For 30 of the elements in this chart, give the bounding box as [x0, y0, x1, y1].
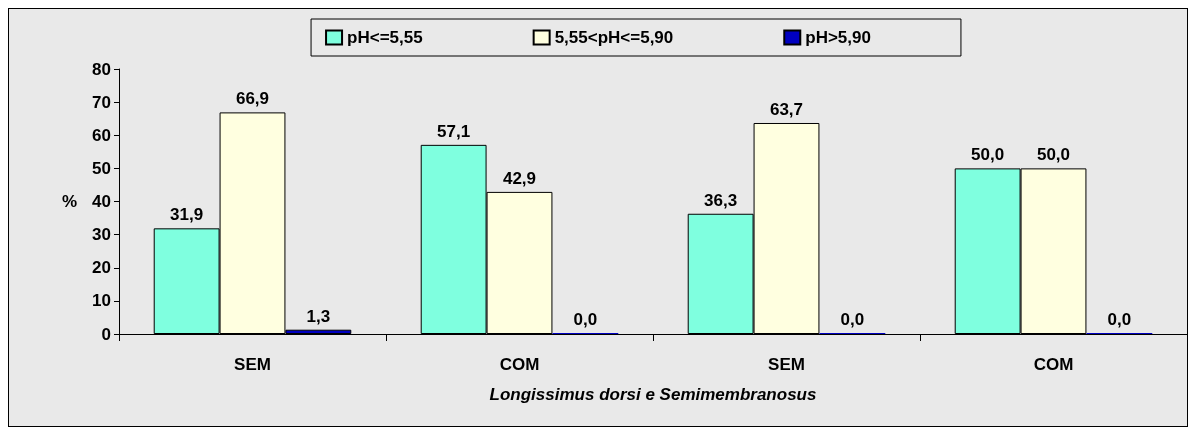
y-tick-label: 80: [92, 59, 111, 79]
data-label: 1,3: [306, 306, 331, 326]
x-tick-label: SEM: [234, 355, 271, 374]
legend-label: pH>5,90: [805, 28, 871, 47]
data-label: 0,0: [1107, 310, 1132, 329]
x-tick-label: COM: [499, 355, 540, 374]
data-label: 31,9: [170, 205, 204, 225]
y-tick-label: 40: [92, 192, 111, 211]
y-tick-label: 60: [92, 125, 111, 145]
y-tick-label: 30: [92, 225, 111, 245]
data-label: 63,7: [769, 99, 804, 119]
legend-label: pH<=5,55: [347, 28, 423, 47]
y-tick-label: 70: [92, 92, 111, 112]
data-label: 50,0: [1036, 145, 1071, 165]
data-label: 66,9: [235, 89, 270, 109]
data-label: 0,0: [840, 310, 865, 329]
legend-label: 5,55<pH<=5,90: [554, 28, 674, 47]
data-label: 36,3: [704, 190, 738, 210]
data-label: 42,9: [502, 168, 537, 188]
x-axis-title: Longissimus dorsi e Semimembranosus: [489, 385, 817, 404]
x-tick-label: COM: [1033, 355, 1074, 374]
data-label: 50,0: [971, 145, 1005, 165]
data-label: 0,0: [573, 310, 598, 329]
y-tick-label: 0: [101, 324, 111, 344]
x-tick-label: SEM: [768, 355, 805, 374]
data-label: 57,1: [437, 121, 471, 141]
y-axis-title: %: [61, 192, 77, 211]
y-tick-label: 50: [92, 158, 111, 178]
y-tick-label: 20: [92, 258, 111, 278]
y-tick-label: 10: [92, 291, 111, 311]
